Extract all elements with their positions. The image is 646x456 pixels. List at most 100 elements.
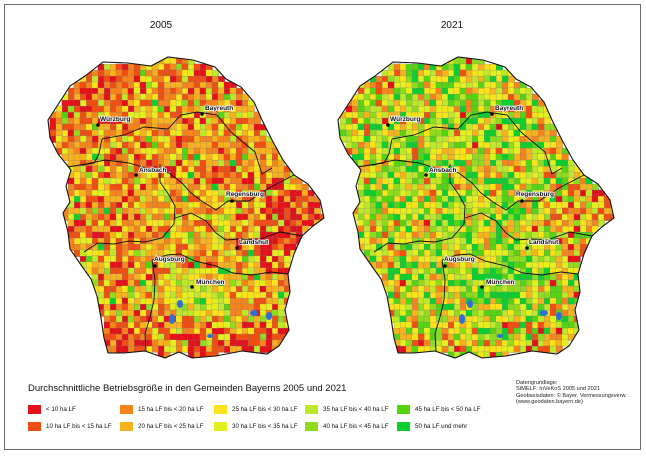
- municipality-cell: [157, 214, 165, 221]
- municipality-cell: [193, 123, 201, 131]
- municipality-cell: [85, 153, 93, 161]
- municipality-cell: [163, 147, 171, 155]
- municipality-cell: [429, 81, 437, 89]
- municipality-cell: [175, 100, 183, 107]
- municipality-cell: [429, 243, 437, 251]
- municipality-cell: [199, 87, 207, 95]
- municipality-cell: [477, 321, 485, 329]
- municipality-cell: [211, 321, 219, 329]
- municipality-cell: [358, 147, 365, 155]
- municipality-cell: [411, 147, 419, 155]
- municipality-cell: [561, 321, 569, 329]
- municipality-cell: [501, 298, 509, 305]
- municipality-cell: [459, 297, 467, 305]
- municipality-cell: [103, 99, 111, 107]
- municipality-cell: [139, 292, 147, 299]
- municipality-cell: [519, 93, 527, 101]
- municipality-cell: [531, 291, 539, 299]
- municipality-cell: [121, 231, 129, 239]
- municipality-cell: [484, 99, 491, 107]
- city-dot: [520, 199, 524, 203]
- municipality-cell: [157, 69, 165, 77]
- municipality-cell: [525, 87, 533, 95]
- municipality-cell: [278, 255, 285, 263]
- municipality-cell: [230, 285, 237, 293]
- municipality-cell: [271, 279, 279, 287]
- municipality-cell: [265, 147, 273, 155]
- municipality-cell: [229, 255, 237, 263]
- municipality-cell: [97, 213, 105, 221]
- municipality-cell: [187, 178, 195, 185]
- municipality-cell: [218, 238, 225, 245]
- municipality-cell: [151, 153, 159, 161]
- municipality-cell: [91, 70, 99, 77]
- municipality-cell: [465, 141, 473, 149]
- municipality-cell: [98, 231, 105, 239]
- municipality-cell: [199, 63, 207, 71]
- municipality-cell: [363, 93, 371, 101]
- municipality-cell: [459, 63, 467, 71]
- municipality-cell: [217, 195, 225, 203]
- municipality-cell: [465, 189, 473, 197]
- municipality-cell: [459, 87, 467, 95]
- bavaria-map-2005: BayreuthWürzburgAnsbachRegensburgLandshu…: [47, 56, 325, 359]
- municipality-cell: [543, 303, 551, 311]
- city-dot: [386, 123, 390, 127]
- municipality-cell: [229, 93, 237, 101]
- municipality-cell: [435, 195, 443, 203]
- municipality-cell: [483, 315, 491, 323]
- municipality-cell: [169, 57, 177, 65]
- municipality-cell: [139, 75, 147, 83]
- municipality-cell: [465, 135, 473, 143]
- municipality-cell: [211, 267, 219, 275]
- municipality-cell: [224, 303, 231, 311]
- municipality-cell: [411, 291, 419, 299]
- municipality-cell: [181, 237, 189, 245]
- municipality-cell: [145, 298, 153, 305]
- legend-swatch: [305, 405, 318, 414]
- municipality-cell: [429, 207, 437, 215]
- municipality-cell: [567, 220, 575, 227]
- municipality-cell: [217, 93, 225, 101]
- district-boundary: [371, 138, 393, 166]
- municipality-cell: [465, 99, 473, 107]
- municipality-cell: [387, 195, 395, 203]
- municipality-cell: [175, 339, 183, 347]
- municipality-cell: [271, 244, 279, 251]
- municipality-cell: [169, 93, 177, 101]
- municipality-cell: [169, 333, 177, 341]
- municipality-cell: [525, 315, 533, 323]
- municipality-cell: [61, 112, 69, 119]
- municipality-cell: [418, 153, 425, 161]
- municipality-cell: [133, 105, 141, 113]
- municipality-cell: [110, 123, 117, 131]
- municipality-cell: [205, 147, 213, 155]
- municipality-cell: [134, 303, 141, 311]
- municipality-cell: [110, 345, 117, 353]
- municipality-cell: [495, 243, 503, 251]
- municipality-cell: [97, 93, 105, 101]
- municipality-cell: [272, 189, 279, 197]
- municipality-cell: [370, 207, 377, 215]
- municipality-cell: [465, 147, 473, 155]
- municipality-cell: [133, 195, 141, 203]
- municipality-cell: [393, 183, 401, 191]
- municipality-cell: [223, 273, 231, 281]
- municipality-cell: [217, 183, 225, 191]
- municipality-cell: [423, 153, 431, 161]
- municipality-cell: [471, 237, 479, 245]
- municipality-cell: [429, 213, 437, 221]
- municipality-cell: [441, 136, 449, 143]
- municipality-cell: [259, 297, 267, 305]
- municipality-cell: [442, 333, 449, 341]
- municipality-cell: [459, 267, 467, 275]
- municipality-cell: [253, 129, 261, 137]
- municipality-cell: [430, 177, 437, 185]
- municipality-cell: [591, 213, 599, 221]
- municipality-cell: [145, 183, 153, 191]
- municipality-cell: [181, 321, 189, 329]
- municipality-cell: [109, 315, 117, 323]
- municipality-cell: [211, 346, 219, 353]
- municipality-cell: [229, 333, 237, 341]
- municipality-cell: [133, 112, 141, 119]
